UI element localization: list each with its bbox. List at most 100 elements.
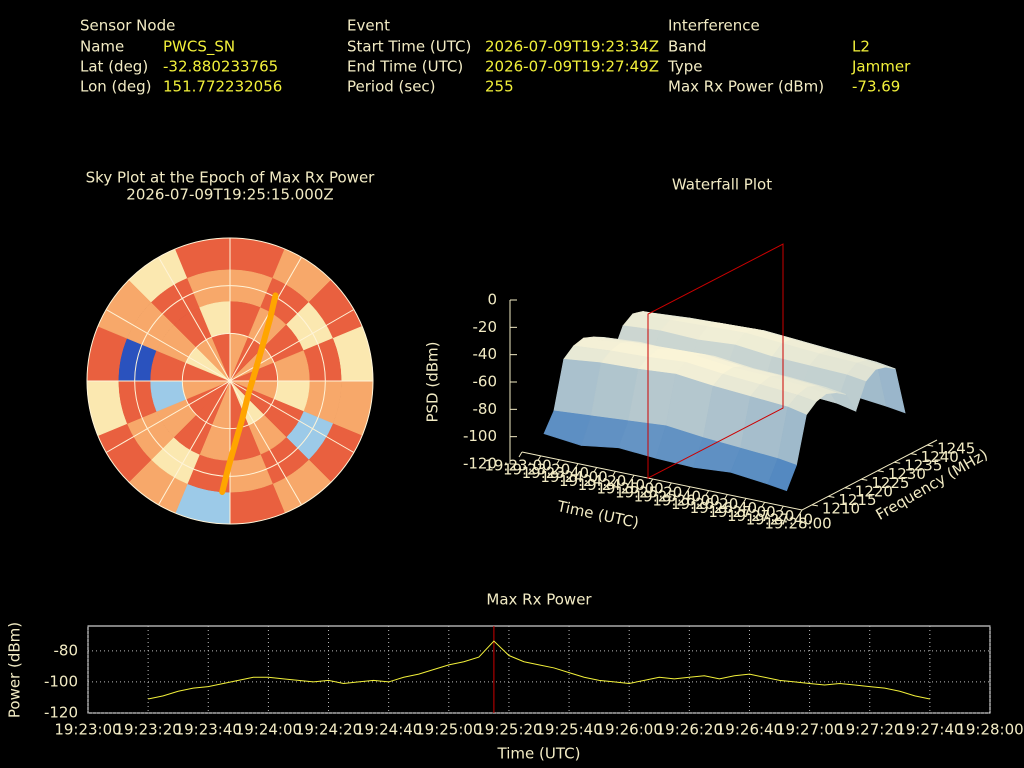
y-tick-label: -80	[54, 641, 79, 659]
x-tick-label: 19:27:00	[708, 503, 775, 521]
y-tick	[844, 487, 851, 490]
section-title: Sensor Node	[80, 17, 175, 35]
x-tick-label: 19:25:00	[415, 721, 482, 739]
z-tick-label: -80	[473, 400, 498, 418]
azimuth-spoke	[158, 256, 231, 382]
y-tick-label: 1210	[822, 499, 860, 517]
x-tick-label: 19:24:00	[540, 468, 607, 486]
chart-title: Sky Plot at the Epoch of Max Rx Power	[86, 169, 376, 187]
z-tick-label: 0	[487, 291, 497, 309]
z-tick-label: -40	[473, 345, 498, 363]
x-tick-label: 19:26:00	[652, 491, 719, 509]
z-tick-label: -100	[463, 427, 497, 445]
x-tick	[593, 467, 598, 473]
x-tick	[649, 478, 654, 485]
x-tick	[742, 498, 747, 504]
y-axis-label: Power (dBm)	[6, 622, 24, 718]
y-tick-label: 1215	[838, 491, 876, 509]
x-tick	[518, 451, 523, 458]
chart-title: Waterfall Plot	[672, 176, 772, 194]
field-value: 2026-07-09T19:23:34Z	[485, 38, 659, 56]
x-tick-label: 19:27:20	[727, 507, 794, 525]
y-tick	[877, 470, 884, 473]
field-label: Lat (deg)	[80, 58, 148, 76]
azimuth-spoke	[229, 380, 302, 506]
satellite-track	[219, 292, 279, 495]
field-value: 255	[485, 78, 514, 96]
field-label: Lon (deg)	[80, 78, 152, 96]
z-tick-label: -120	[463, 455, 497, 473]
field-value: Jammer	[851, 58, 911, 76]
x-tick-label: 19:23:40	[175, 721, 242, 739]
field-label: Band	[668, 38, 707, 56]
field-value: -73.69	[852, 78, 900, 96]
chart-subtitle: 2026-07-09T19:25:15.000Z	[126, 186, 333, 204]
x-tick-label: 19:28:00	[764, 515, 831, 533]
z-axis-label: PSD (dBm)	[424, 341, 442, 422]
y-tick	[894, 461, 901, 464]
x-tick	[779, 505, 784, 512]
x-tick-label: 19:23:20	[114, 721, 181, 739]
x-tick-label: 19:26:20	[671, 495, 738, 513]
y-tick-label: 1225	[871, 474, 909, 492]
x-tick	[667, 482, 672, 489]
y-tick	[828, 495, 835, 498]
azimuth-spoke	[105, 309, 231, 382]
azimuth-spoke	[158, 380, 231, 506]
y-tick-label: -100	[44, 672, 78, 690]
field-label: Name	[80, 38, 124, 56]
x-tick-label: 19:24:20	[559, 472, 626, 490]
x-tick-label: 19:27:00	[776, 721, 843, 739]
x-tick-label: 19:24:20	[295, 721, 362, 739]
y-tick-label: 1240	[921, 448, 959, 466]
plot-frame	[87, 625, 991, 714]
x-tick-label: 19:23:20	[503, 460, 570, 478]
x-tick-label: 19:26:40	[690, 499, 757, 517]
x-tick	[611, 471, 616, 477]
x-tick-label: 19:26:40	[716, 721, 783, 739]
section-title: Interference	[668, 17, 760, 35]
y-tick-label: 1220	[855, 482, 893, 500]
field-label: Period (sec)	[347, 78, 436, 96]
x-tick-label: 19:27:40	[746, 511, 813, 529]
x-tick	[761, 502, 766, 508]
field-label: Type	[667, 58, 702, 76]
y-tick	[910, 453, 917, 456]
field-value: 2026-07-09T19:27:49Z	[485, 58, 659, 76]
epoch-plane	[647, 243, 784, 479]
x-tick-label: 19:25:00	[596, 480, 663, 498]
x-tick-label: 19:25:20	[475, 721, 542, 739]
x-tick-label: 19:24:40	[578, 476, 645, 494]
field-label: Start Time (UTC)	[347, 38, 471, 56]
field-value: PWCS_SN	[163, 38, 235, 57]
x-tick-label: 19:27:40	[896, 721, 963, 739]
y-tick	[811, 504, 818, 507]
x-tick-label: 19:25:20	[615, 484, 682, 502]
surface-cell	[767, 458, 797, 492]
y-tick-label: -120	[44, 704, 78, 722]
field-value: L2	[852, 38, 870, 56]
x-tick-label: 19:28:00	[956, 721, 1023, 739]
y-tick-label: 1230	[888, 465, 926, 483]
power-line	[148, 640, 930, 700]
x-tick-label: 19:26:20	[656, 721, 723, 739]
azimuth-spoke	[229, 309, 355, 382]
x-tick-label: 19:25:40	[634, 487, 701, 505]
field-value: -32.880233765	[163, 58, 278, 76]
x-tick-label: 19:24:00	[235, 721, 302, 739]
y-tick-label: 1235	[904, 457, 942, 475]
x-tick-label: 19:26:00	[596, 721, 663, 739]
azimuth-spoke	[229, 256, 302, 382]
section-title: Event	[347, 17, 390, 35]
z-tick-label: -20	[473, 318, 498, 336]
x-tick-label: 19:23:40	[522, 464, 589, 482]
x-tick	[686, 486, 691, 493]
x-tick	[705, 490, 710, 496]
x-tick-label: 19:24:40	[355, 721, 422, 739]
x-tick	[537, 455, 542, 462]
y-tick-label: 1245	[937, 440, 975, 458]
x-tick-label: 19:25:40	[535, 721, 602, 739]
x-axis-label: Time (UTC)	[497, 745, 581, 763]
